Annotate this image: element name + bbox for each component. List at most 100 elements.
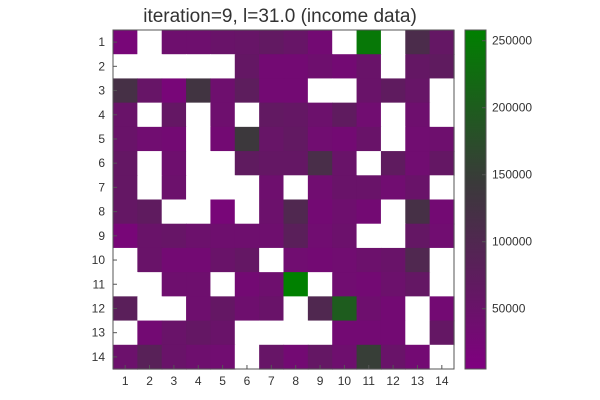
heatmap-cell [380, 223, 406, 249]
heatmap-cell [137, 30, 163, 55]
heatmap-cell [113, 296, 138, 322]
heatmap-cell [356, 320, 382, 346]
colorbar-tick-label: 100000 [492, 235, 532, 249]
heatmap-cell [356, 126, 382, 152]
colorbar [464, 29, 487, 370]
heatmap-cell [380, 78, 406, 104]
heatmap-cell [380, 175, 406, 201]
heatmap-cell [307, 30, 333, 55]
heatmap-cell [113, 102, 138, 128]
heatmap-cell [259, 102, 285, 128]
heatmap-cell [356, 296, 382, 322]
heatmap-cell [259, 296, 285, 322]
heatmap-cell [113, 151, 138, 176]
heatmap-cell [186, 175, 212, 201]
heatmap-cell [259, 320, 285, 346]
x-axis: 1 2 3 4 5 6 7 8 9 10 11 12 13 14 [122, 365, 449, 388]
heatmap-cell [234, 175, 260, 201]
heatmap-cell [234, 78, 260, 104]
heatmap-cell [307, 151, 333, 176]
heatmap-cell [405, 54, 431, 80]
x-tick-label: 13 [411, 374, 425, 388]
heatmap-cell [283, 320, 309, 346]
heatmap-cell [259, 54, 285, 80]
heatmap-cell [405, 296, 431, 322]
heatmap-cell [186, 320, 212, 346]
x-tick-label: 2 [146, 374, 153, 388]
heatmap-cell [234, 102, 260, 128]
heatmap-cell [186, 102, 212, 128]
heatmap-cell [161, 102, 187, 128]
y-tick-label: 1 [98, 35, 105, 49]
heatmap-cell [234, 320, 260, 346]
heatmap-cell [332, 78, 358, 104]
heatmap-cell [307, 78, 333, 104]
heatmap-cell [210, 296, 236, 322]
heatmap-cell [259, 223, 285, 249]
heatmap-cell [429, 54, 455, 80]
y-tick-label: 11 [93, 277, 106, 291]
heatmap-cell [259, 126, 285, 152]
heatmap-cell [137, 223, 163, 249]
heatmap-cell [405, 102, 431, 128]
heatmap-cell [405, 175, 431, 201]
heatmap-cell [210, 320, 236, 346]
heatmap-cell [307, 272, 333, 297]
heatmap-cell [186, 247, 212, 273]
heatmap-cell [405, 78, 431, 104]
heatmap-cell [137, 320, 163, 346]
heatmap-cell [429, 223, 455, 249]
heatmap-cell [283, 296, 309, 322]
x-tick-label: 11 [363, 374, 376, 388]
x-tick-label: 9 [317, 374, 324, 388]
y-tick-label: 9 [98, 229, 105, 243]
heatmap-cell [283, 247, 309, 273]
heatmap-cell [161, 151, 187, 176]
heatmap-cell [161, 54, 187, 80]
heatmap-cell [332, 151, 358, 176]
heatmap-cell [137, 272, 163, 297]
heatmap-cell [137, 102, 163, 128]
heatmap-cell [210, 272, 236, 297]
colorbar-ticks: 50000 100000 150000 200000 250000 [482, 34, 532, 316]
heatmap-cell [210, 102, 236, 128]
y-tick-label: 8 [98, 205, 105, 219]
y-tick-label: 12 [92, 301, 106, 315]
x-tick-label: 8 [292, 374, 299, 388]
heatmap-cell [234, 151, 260, 176]
heatmap-cell [186, 54, 212, 80]
heatmap-cell [161, 247, 187, 273]
heatmap-cell [356, 199, 382, 225]
heatmap-cell [161, 126, 187, 152]
colorbar-tick-label: 200000 [492, 101, 532, 115]
heatmap-cell [283, 199, 309, 225]
heatmap-cell [307, 102, 333, 128]
heatmap-cell [356, 272, 382, 297]
y-tick-label: 10 [92, 253, 106, 267]
x-tick-label: 14 [435, 374, 449, 388]
heatmap-cell [259, 199, 285, 225]
heatmap-cell [405, 126, 431, 152]
heatmap-cell [210, 126, 236, 152]
heatmap-cell [113, 78, 138, 104]
heatmap-cell [210, 247, 236, 273]
plot-frame [112, 29, 455, 370]
y-tick-label: 3 [98, 84, 105, 98]
heatmap-cell [161, 199, 187, 225]
x-tick-label: 5 [219, 374, 226, 388]
x-tick-label: 1 [122, 374, 129, 388]
heatmap-cell [307, 296, 333, 322]
heatmap-cell [137, 126, 163, 152]
heatmap-cell [405, 272, 431, 297]
heatmap-cell [405, 199, 431, 225]
heatmap-cell [234, 30, 260, 55]
heatmap-cell [380, 126, 406, 152]
heatmap-cell [234, 272, 260, 297]
heatmap-cell [137, 54, 163, 80]
heatmap-cell [210, 78, 236, 104]
heatmap-cell [429, 199, 455, 225]
heatmap-cell [210, 175, 236, 201]
heatmap-cell [137, 296, 163, 322]
heatmap-cell [356, 78, 382, 104]
heatmap-cell [283, 223, 309, 249]
